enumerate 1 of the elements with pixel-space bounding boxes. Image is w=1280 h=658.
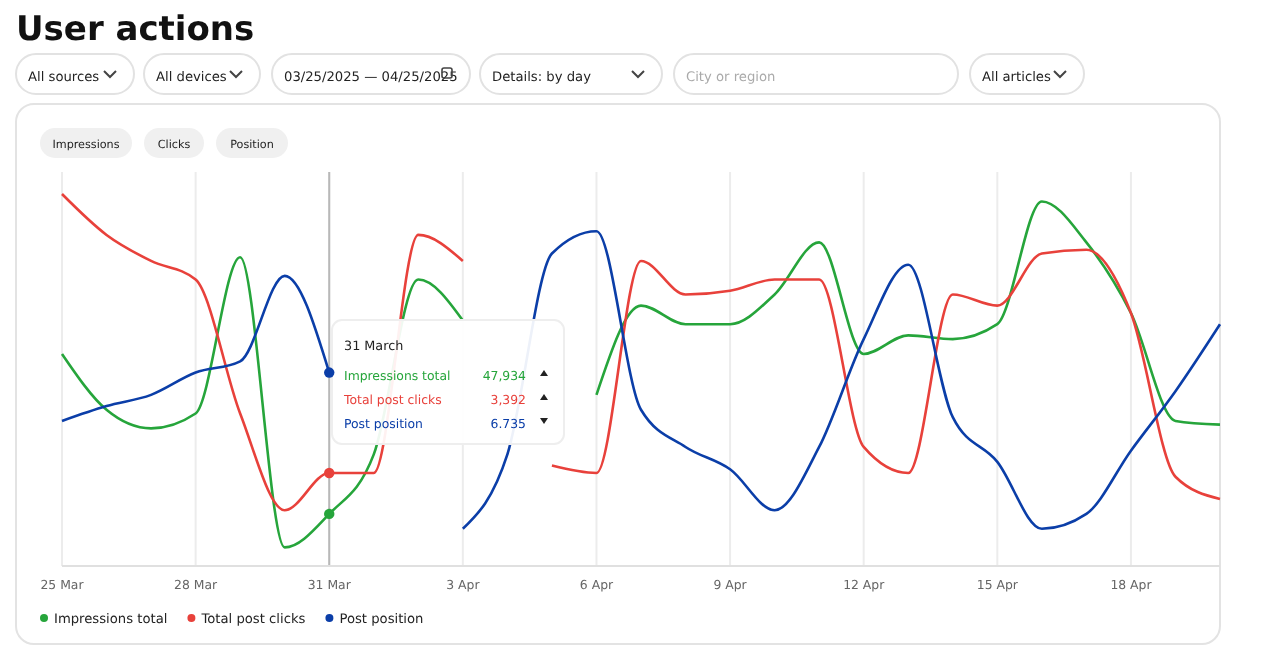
chart-title: User actions [16,10,255,50]
